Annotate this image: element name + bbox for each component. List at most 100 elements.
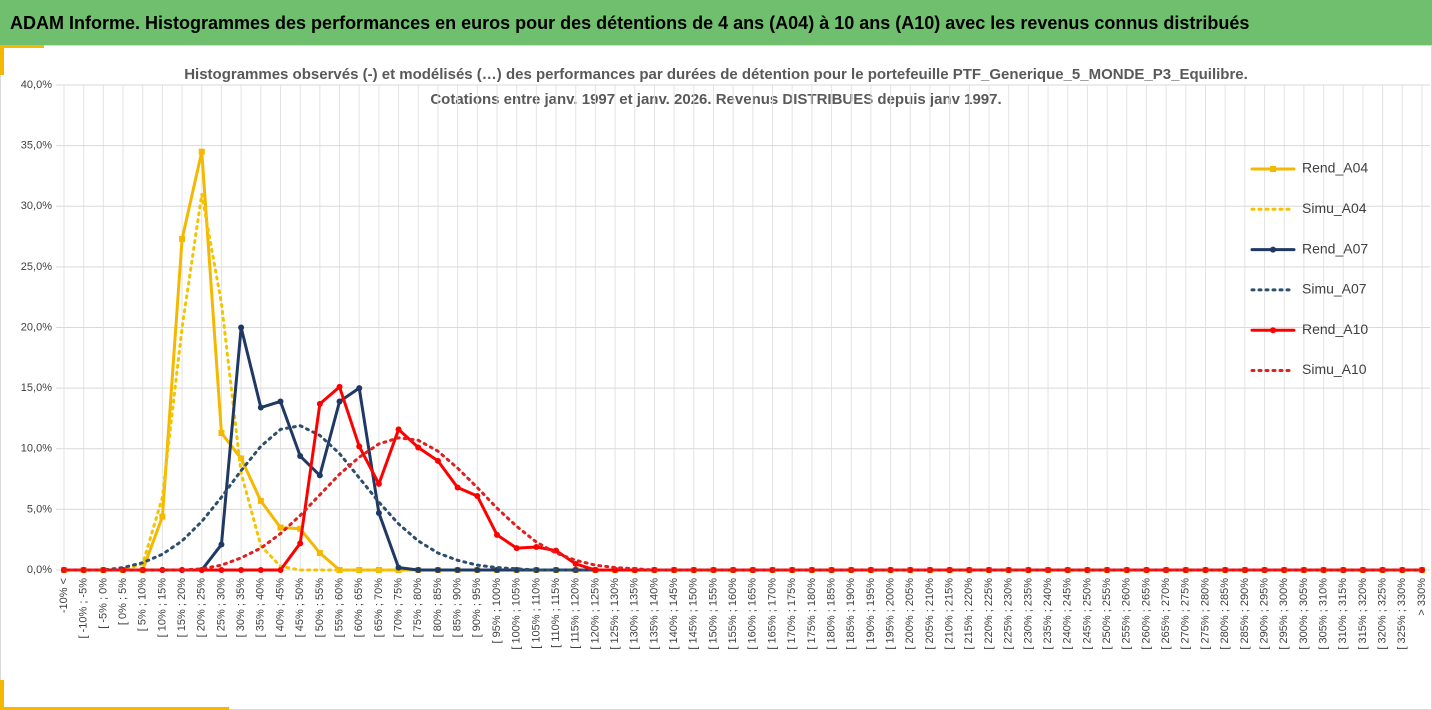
x-tick-label: [ 235% ; 240%: [1042, 578, 1054, 650]
accent: [0, 680, 4, 710]
legend-marker: [1270, 166, 1276, 172]
x-tick-label: [ 260% ; 265%: [1140, 578, 1152, 650]
x-tick-label: -10% <: [58, 578, 70, 613]
marker: [907, 567, 914, 573]
chart-title: Histogrammes observés (-) et modélisés (…: [184, 66, 1248, 83]
marker: [572, 560, 579, 567]
legend-label: Simu_A07: [1302, 281, 1367, 297]
x-tick-label: [ 275% ; 280%: [1199, 578, 1211, 650]
marker: [336, 398, 343, 405]
x-tick-label: [ 305% ; 310%: [1318, 578, 1330, 650]
marker: [356, 385, 363, 392]
x-tick-label: [ 325% ; 330%: [1396, 578, 1408, 650]
x-tick-label: [ 295% ; 300%: [1278, 578, 1290, 650]
marker: [375, 510, 382, 517]
marker: [336, 567, 343, 573]
header-bar: [0, 0, 1432, 45]
x-tick-label: [ 280% ; 285%: [1219, 578, 1231, 650]
x-tick-label: [ 225% ; 230%: [1003, 578, 1015, 650]
x-tick-label: [ 320% ; 325%: [1377, 578, 1389, 650]
legend-label: Rend_A04: [1302, 160, 1368, 176]
x-tick-label: [ 220% ; 225%: [983, 578, 995, 650]
chart-subtitle: Cotations entre janv. 1997 et janv. 2026…: [430, 91, 1001, 108]
y-tick-label: 15,0%: [21, 382, 52, 394]
marker: [434, 567, 441, 573]
marker: [100, 567, 107, 573]
x-tick-label: [ 130% ; 135%: [629, 578, 641, 650]
legend-label: Simu_A04: [1302, 200, 1367, 216]
y-tick-label: 10,0%: [21, 443, 52, 455]
marker: [533, 543, 540, 550]
marker: [218, 541, 225, 548]
x-tick-label: [ 240% ; 245%: [1062, 578, 1074, 650]
marker: [316, 472, 323, 479]
marker: [887, 567, 894, 573]
x-tick-label: [ 110% ; 115%: [550, 578, 562, 648]
legend-label: Rend_A07: [1302, 240, 1368, 256]
legend-marker: [1270, 327, 1276, 334]
marker: [238, 324, 245, 331]
x-tick-label: [ 300% ; 305%: [1298, 578, 1310, 650]
marker: [434, 457, 441, 464]
x-tick-label: [ 265% ; 270%: [1160, 578, 1172, 650]
marker: [238, 455, 245, 462]
x-tick-label: [ 250% ; 255%: [1101, 578, 1113, 650]
x-tick-label: [ 135% ; 140%: [648, 578, 660, 650]
marker: [277, 524, 284, 531]
marker: [493, 531, 500, 538]
x-tick-label: [ 315% ; 320%: [1357, 578, 1369, 650]
x-tick-label: [ 40% ; 45%: [274, 578, 286, 638]
marker: [1419, 567, 1425, 573]
x-tick-label: [ 170% ; 175%: [786, 578, 798, 650]
x-tick-label: > 330%: [1416, 578, 1428, 616]
marker: [297, 453, 304, 460]
x-tick-label: [ 55% ; 60%: [333, 578, 345, 638]
x-tick-label: [ 205% ; 210%: [924, 578, 936, 650]
x-tick-label: [ 255% ; 260%: [1121, 578, 1133, 650]
y-tick-label: 25,0%: [21, 261, 52, 273]
marker: [415, 444, 422, 451]
x-tick-label: [ 15% ; 20%: [176, 578, 188, 638]
marker: [474, 567, 481, 573]
series-line: [62, 436, 1424, 572]
x-tick-label: [ 120% ; 125%: [589, 578, 601, 650]
x-tick-label: [ 50% ; 55%: [314, 578, 326, 638]
marker: [1005, 567, 1012, 573]
x-tick-label: [ 30% ; 35%: [235, 578, 247, 638]
marker: [159, 513, 166, 520]
x-tick-label: [ 75% ; 80%: [412, 578, 424, 638]
marker: [336, 383, 343, 390]
x-tick-label: [ 150% ; 155%: [707, 578, 719, 650]
legend-label: Simu_A10: [1302, 361, 1367, 377]
y-tick-label: 40,0%: [21, 79, 52, 91]
marker: [277, 567, 284, 573]
y-tick-label: 30,0%: [21, 200, 52, 212]
accent: [0, 45, 4, 75]
x-tick-label: [ 0% ; 5%: [117, 578, 129, 625]
marker: [218, 567, 225, 573]
marker: [198, 148, 205, 155]
marker: [1320, 567, 1327, 573]
marker: [297, 540, 304, 547]
x-tick-label: [ 25% ; 30%: [215, 578, 227, 638]
x-tick-label: [ 100% ; 105%: [511, 578, 523, 650]
marker: [454, 484, 461, 491]
x-tick-label: [ 230% ; 235%: [1022, 578, 1034, 650]
y-tick-label: 5,0%: [27, 503, 52, 515]
x-tick-label: [ 35% ; 40%: [255, 578, 267, 638]
x-tick-label: [ 310% ; 315%: [1337, 578, 1349, 650]
x-tick-label: [ 140% ; 145%: [668, 578, 680, 650]
series-line: [62, 150, 1424, 572]
x-tick-label: [ 215% ; 220%: [963, 578, 975, 650]
marker: [238, 567, 245, 573]
x-tick-label: [ 105% ; 110%: [530, 578, 542, 649]
marker: [789, 567, 796, 573]
marker: [690, 567, 697, 573]
marker: [592, 567, 599, 573]
marker: [395, 426, 402, 433]
marker: [297, 525, 304, 532]
x-tick-label: [ 115% ; 120%: [570, 578, 582, 649]
marker: [454, 567, 461, 573]
accent: [4, 707, 229, 710]
